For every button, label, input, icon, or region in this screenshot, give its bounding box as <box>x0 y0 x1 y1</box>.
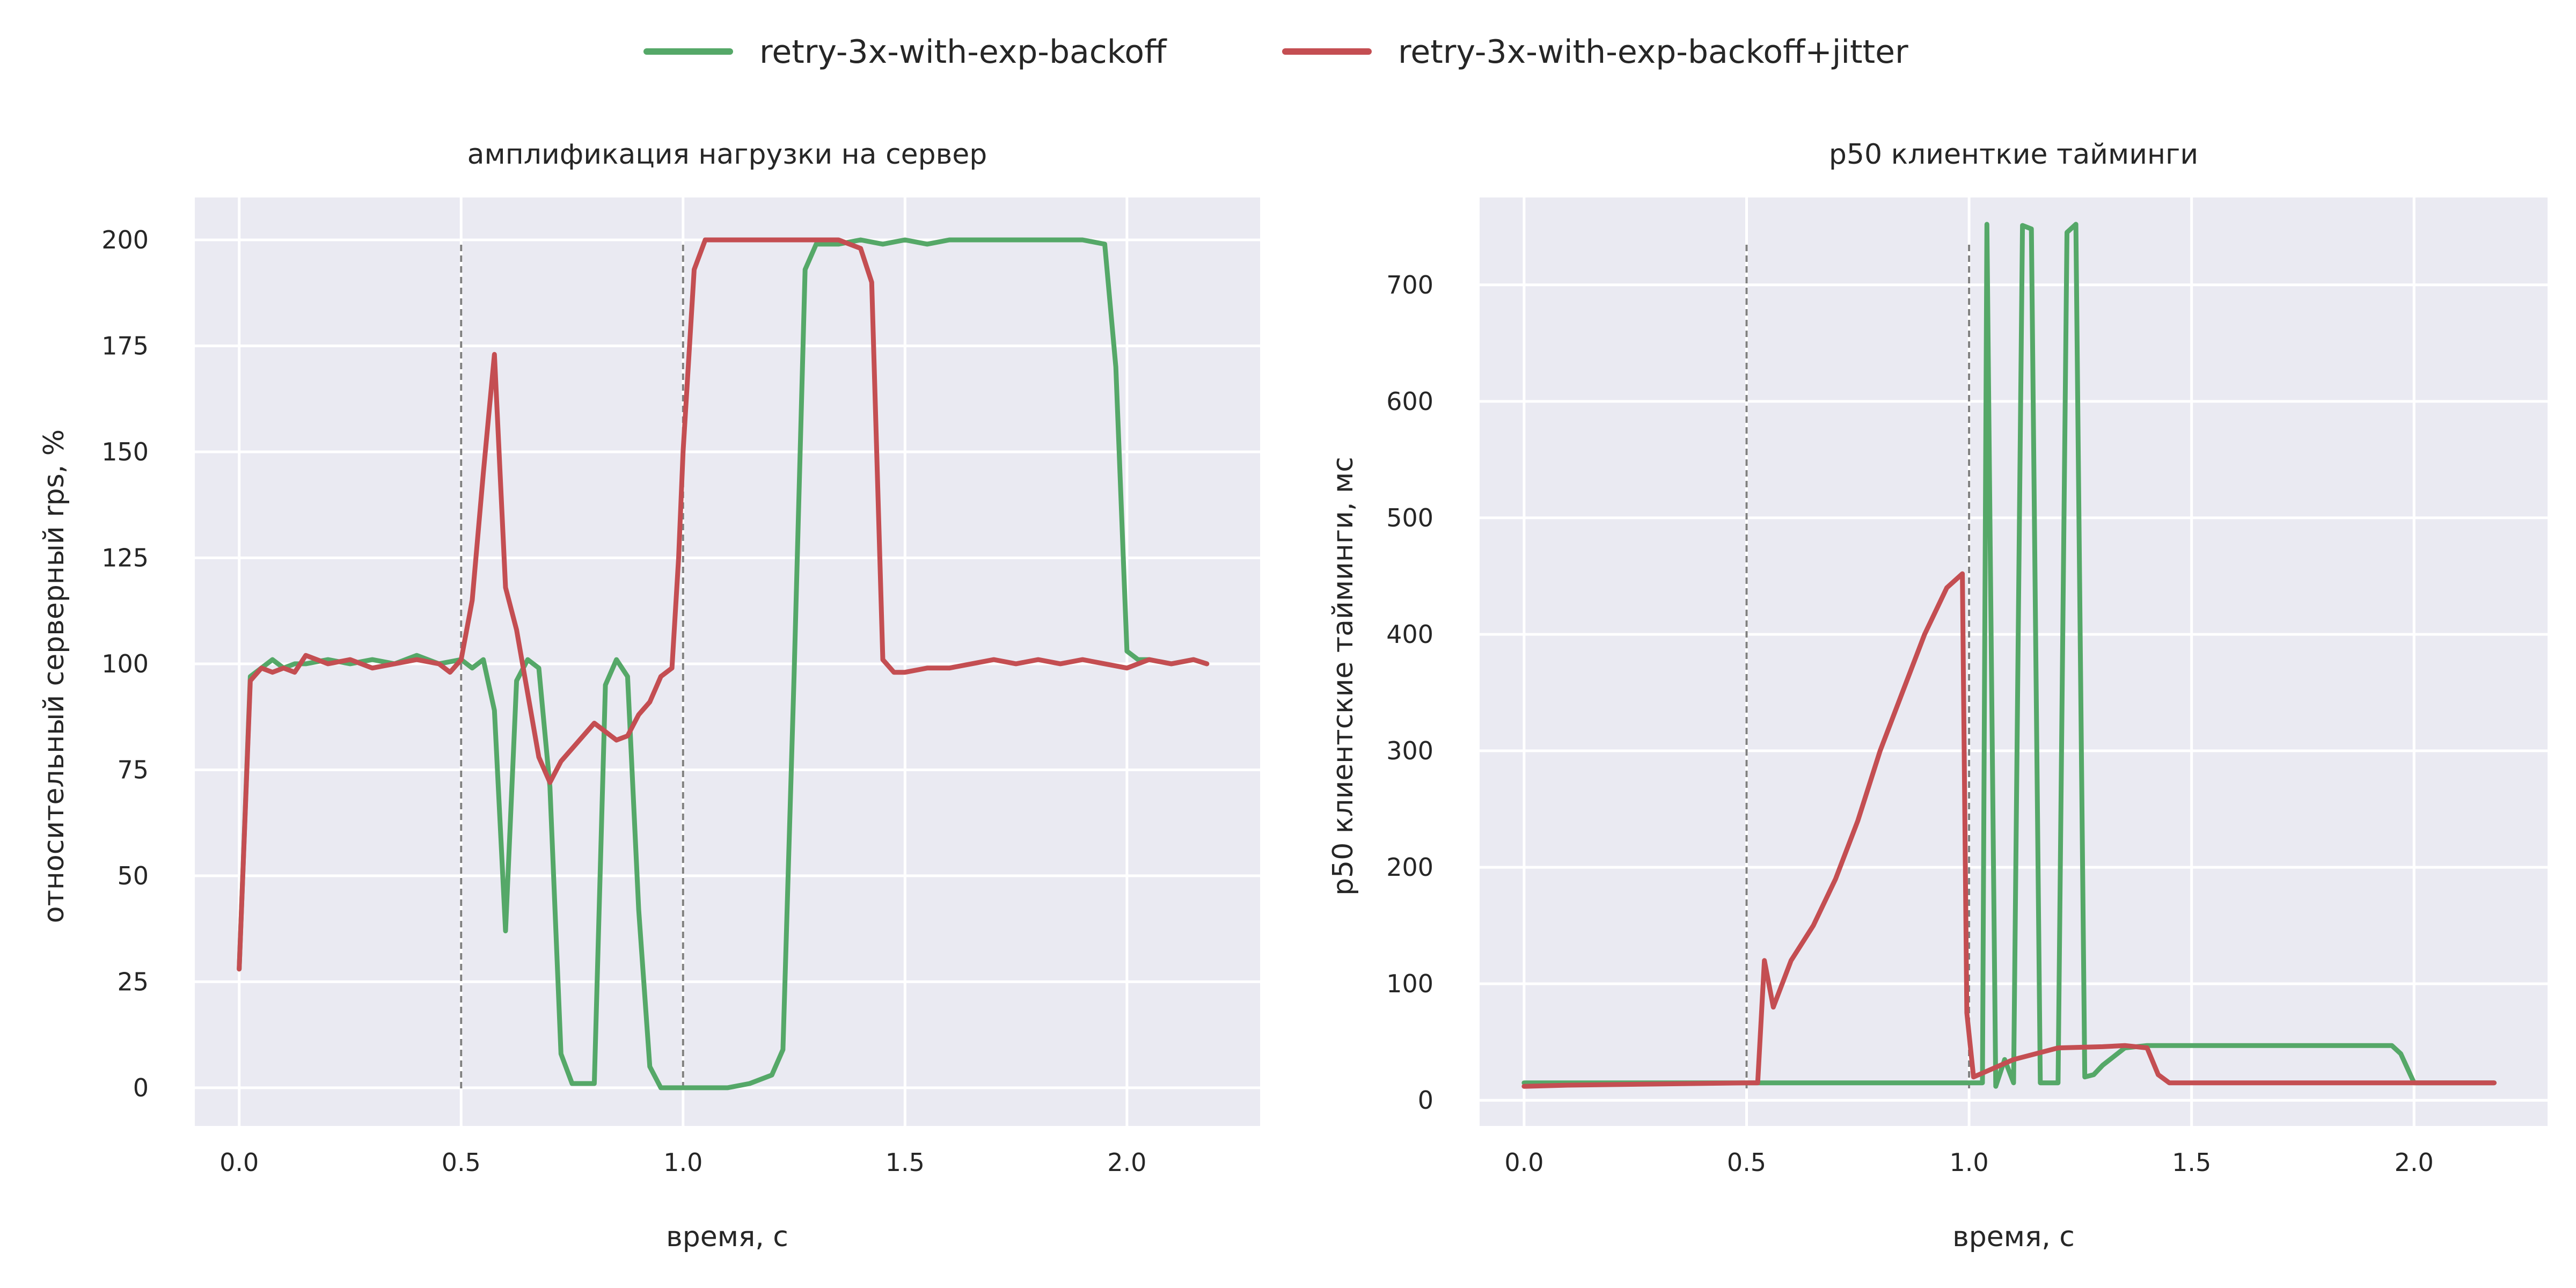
right-xtick-label: 0.5 <box>1727 1148 1766 1177</box>
right-chart-panel: p50 клиенткие тайминги время, с p50 клие… <box>1327 138 2548 1253</box>
left-ytick-label: 175 <box>101 331 149 360</box>
right-ytick-label: 600 <box>1386 387 1433 416</box>
left-ytick-label: 0 <box>133 1073 149 1102</box>
right-xtick-label: 1.0 <box>1950 1148 1989 1177</box>
left-xtick-label: 0.0 <box>219 1148 259 1177</box>
left-chart-xlabel: время, с <box>666 1221 788 1253</box>
right-ytick-label: 500 <box>1386 503 1433 532</box>
right-xtick-label: 2.0 <box>2395 1148 2434 1177</box>
right-series-red <box>1521 571 2497 1089</box>
left-chart-ylabel: относительный серверный rps, % <box>38 429 70 923</box>
right-ytick-label: 300 <box>1386 736 1433 765</box>
left-ytick-label: 75 <box>117 755 149 784</box>
right-chart-ylabel: p50 клиентские тайминги, мс <box>1327 457 1359 896</box>
right-xtick-label: 0.0 <box>1504 1148 1543 1177</box>
right-chart-xlabel: время, с <box>1952 1221 2075 1253</box>
legend-label-green: retry-3x-with-exp-backoff <box>759 33 1167 71</box>
left-xtick-label: 1.5 <box>885 1148 925 1177</box>
left-xtick-label: 2.0 <box>1107 1148 1146 1177</box>
left-ytick-label: 50 <box>117 861 149 890</box>
left-xtick-label: 1.0 <box>663 1148 702 1177</box>
left-ytick-label: 25 <box>117 967 149 996</box>
right-ytick-label: 700 <box>1386 270 1433 299</box>
left-ytick-label: 125 <box>101 543 149 572</box>
left-ytick-label: 150 <box>101 437 149 466</box>
right-ytick-label: 100 <box>1386 969 1433 998</box>
legend-label-red: retry-3x-with-exp-backoff+jitter <box>1398 33 1908 71</box>
right-xtick-label: 1.5 <box>2172 1148 2211 1177</box>
left-chart-title: амплификация нагрузки на сервер <box>467 138 987 171</box>
left-series-red <box>237 237 1210 972</box>
right-ytick-label: 0 <box>1418 1086 1433 1115</box>
right-ytick-label: 200 <box>1386 853 1433 882</box>
legend: retry-3x-with-exp-backoff retry-3x-with-… <box>643 33 1908 71</box>
right-ytick-label: 400 <box>1386 620 1433 649</box>
left-xtick-label: 0.5 <box>442 1148 481 1177</box>
right-chart-title: p50 клиенткие тайминги <box>1829 138 2198 171</box>
left-chart-panel: амплификация нагрузки на сервер время, с… <box>38 138 1260 1253</box>
right-series-green <box>1521 222 2497 1089</box>
left-ytick-label: 100 <box>101 649 149 678</box>
left-ytick-label: 200 <box>101 225 149 254</box>
